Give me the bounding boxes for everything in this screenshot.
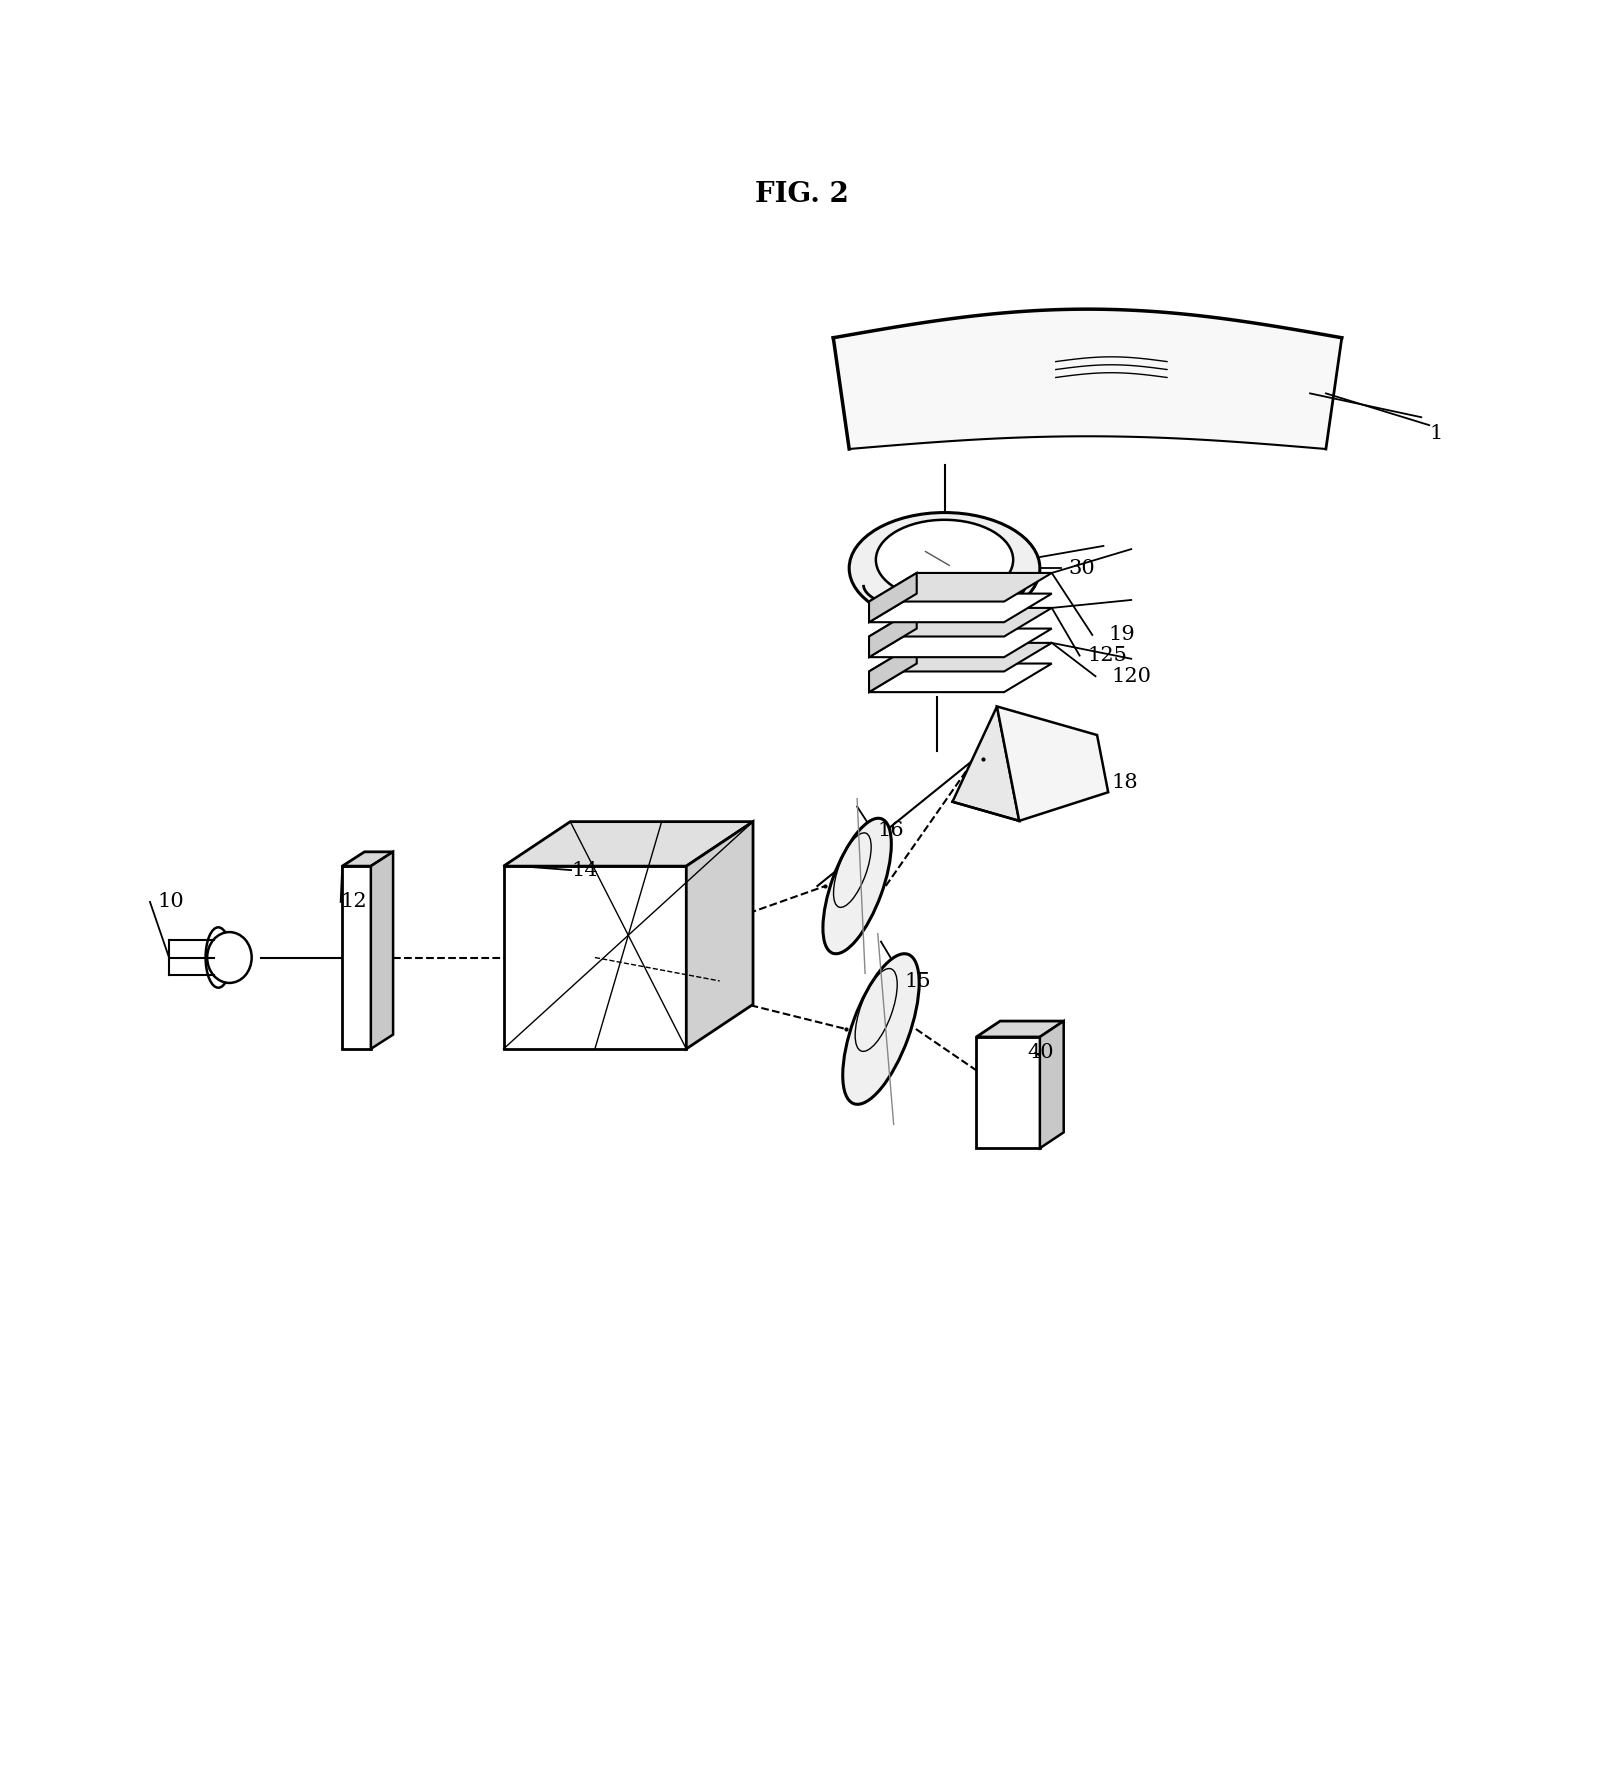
Text: 12: 12: [341, 893, 367, 911]
Polygon shape: [976, 1021, 1064, 1037]
Polygon shape: [869, 643, 917, 693]
Polygon shape: [834, 308, 1342, 448]
Ellipse shape: [205, 927, 231, 987]
Polygon shape: [869, 572, 1052, 601]
Ellipse shape: [822, 819, 891, 953]
Polygon shape: [503, 822, 753, 867]
Polygon shape: [869, 572, 917, 622]
Text: 16: 16: [878, 820, 904, 840]
Polygon shape: [997, 707, 1108, 820]
Polygon shape: [869, 643, 1052, 672]
Polygon shape: [869, 608, 917, 657]
Polygon shape: [503, 867, 686, 1049]
Text: 19: 19: [1108, 626, 1135, 645]
Polygon shape: [952, 707, 1020, 820]
Polygon shape: [686, 822, 753, 1049]
Text: 15: 15: [904, 971, 931, 991]
Polygon shape: [869, 608, 1052, 636]
Ellipse shape: [843, 953, 919, 1104]
Polygon shape: [343, 852, 393, 867]
Text: 30: 30: [1069, 558, 1095, 578]
Text: 120: 120: [1111, 666, 1151, 686]
Ellipse shape: [207, 932, 252, 983]
Text: 18: 18: [1111, 773, 1138, 792]
Polygon shape: [1040, 1021, 1064, 1148]
Text: 40: 40: [1028, 1044, 1053, 1063]
Polygon shape: [869, 594, 1052, 622]
Text: 14: 14: [571, 861, 598, 879]
Text: 10: 10: [159, 893, 184, 911]
Text: 1: 1: [1430, 424, 1443, 443]
Polygon shape: [869, 663, 1052, 693]
Polygon shape: [976, 1037, 1040, 1148]
Ellipse shape: [850, 512, 1040, 624]
Polygon shape: [869, 629, 1052, 657]
Polygon shape: [370, 852, 393, 1049]
Polygon shape: [343, 867, 370, 1049]
Ellipse shape: [875, 519, 1013, 601]
Text: FIG. 2: FIG. 2: [755, 181, 848, 209]
Text: 125: 125: [1087, 647, 1127, 664]
